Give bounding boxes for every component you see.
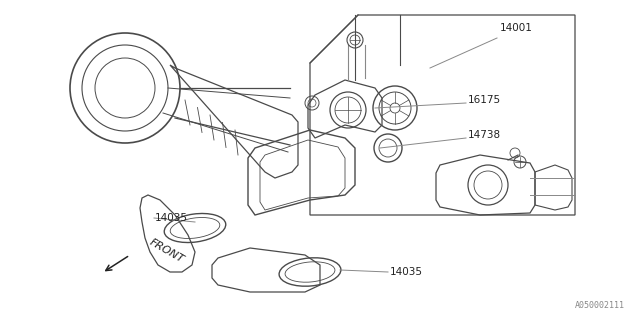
- Text: 14001: 14001: [500, 23, 533, 33]
- Text: 14738: 14738: [468, 130, 501, 140]
- Text: FRONT: FRONT: [148, 237, 186, 265]
- Text: 14035: 14035: [390, 267, 423, 277]
- Text: 14035: 14035: [155, 213, 188, 223]
- Text: A050002111: A050002111: [575, 301, 625, 310]
- Text: 16175: 16175: [468, 95, 501, 105]
